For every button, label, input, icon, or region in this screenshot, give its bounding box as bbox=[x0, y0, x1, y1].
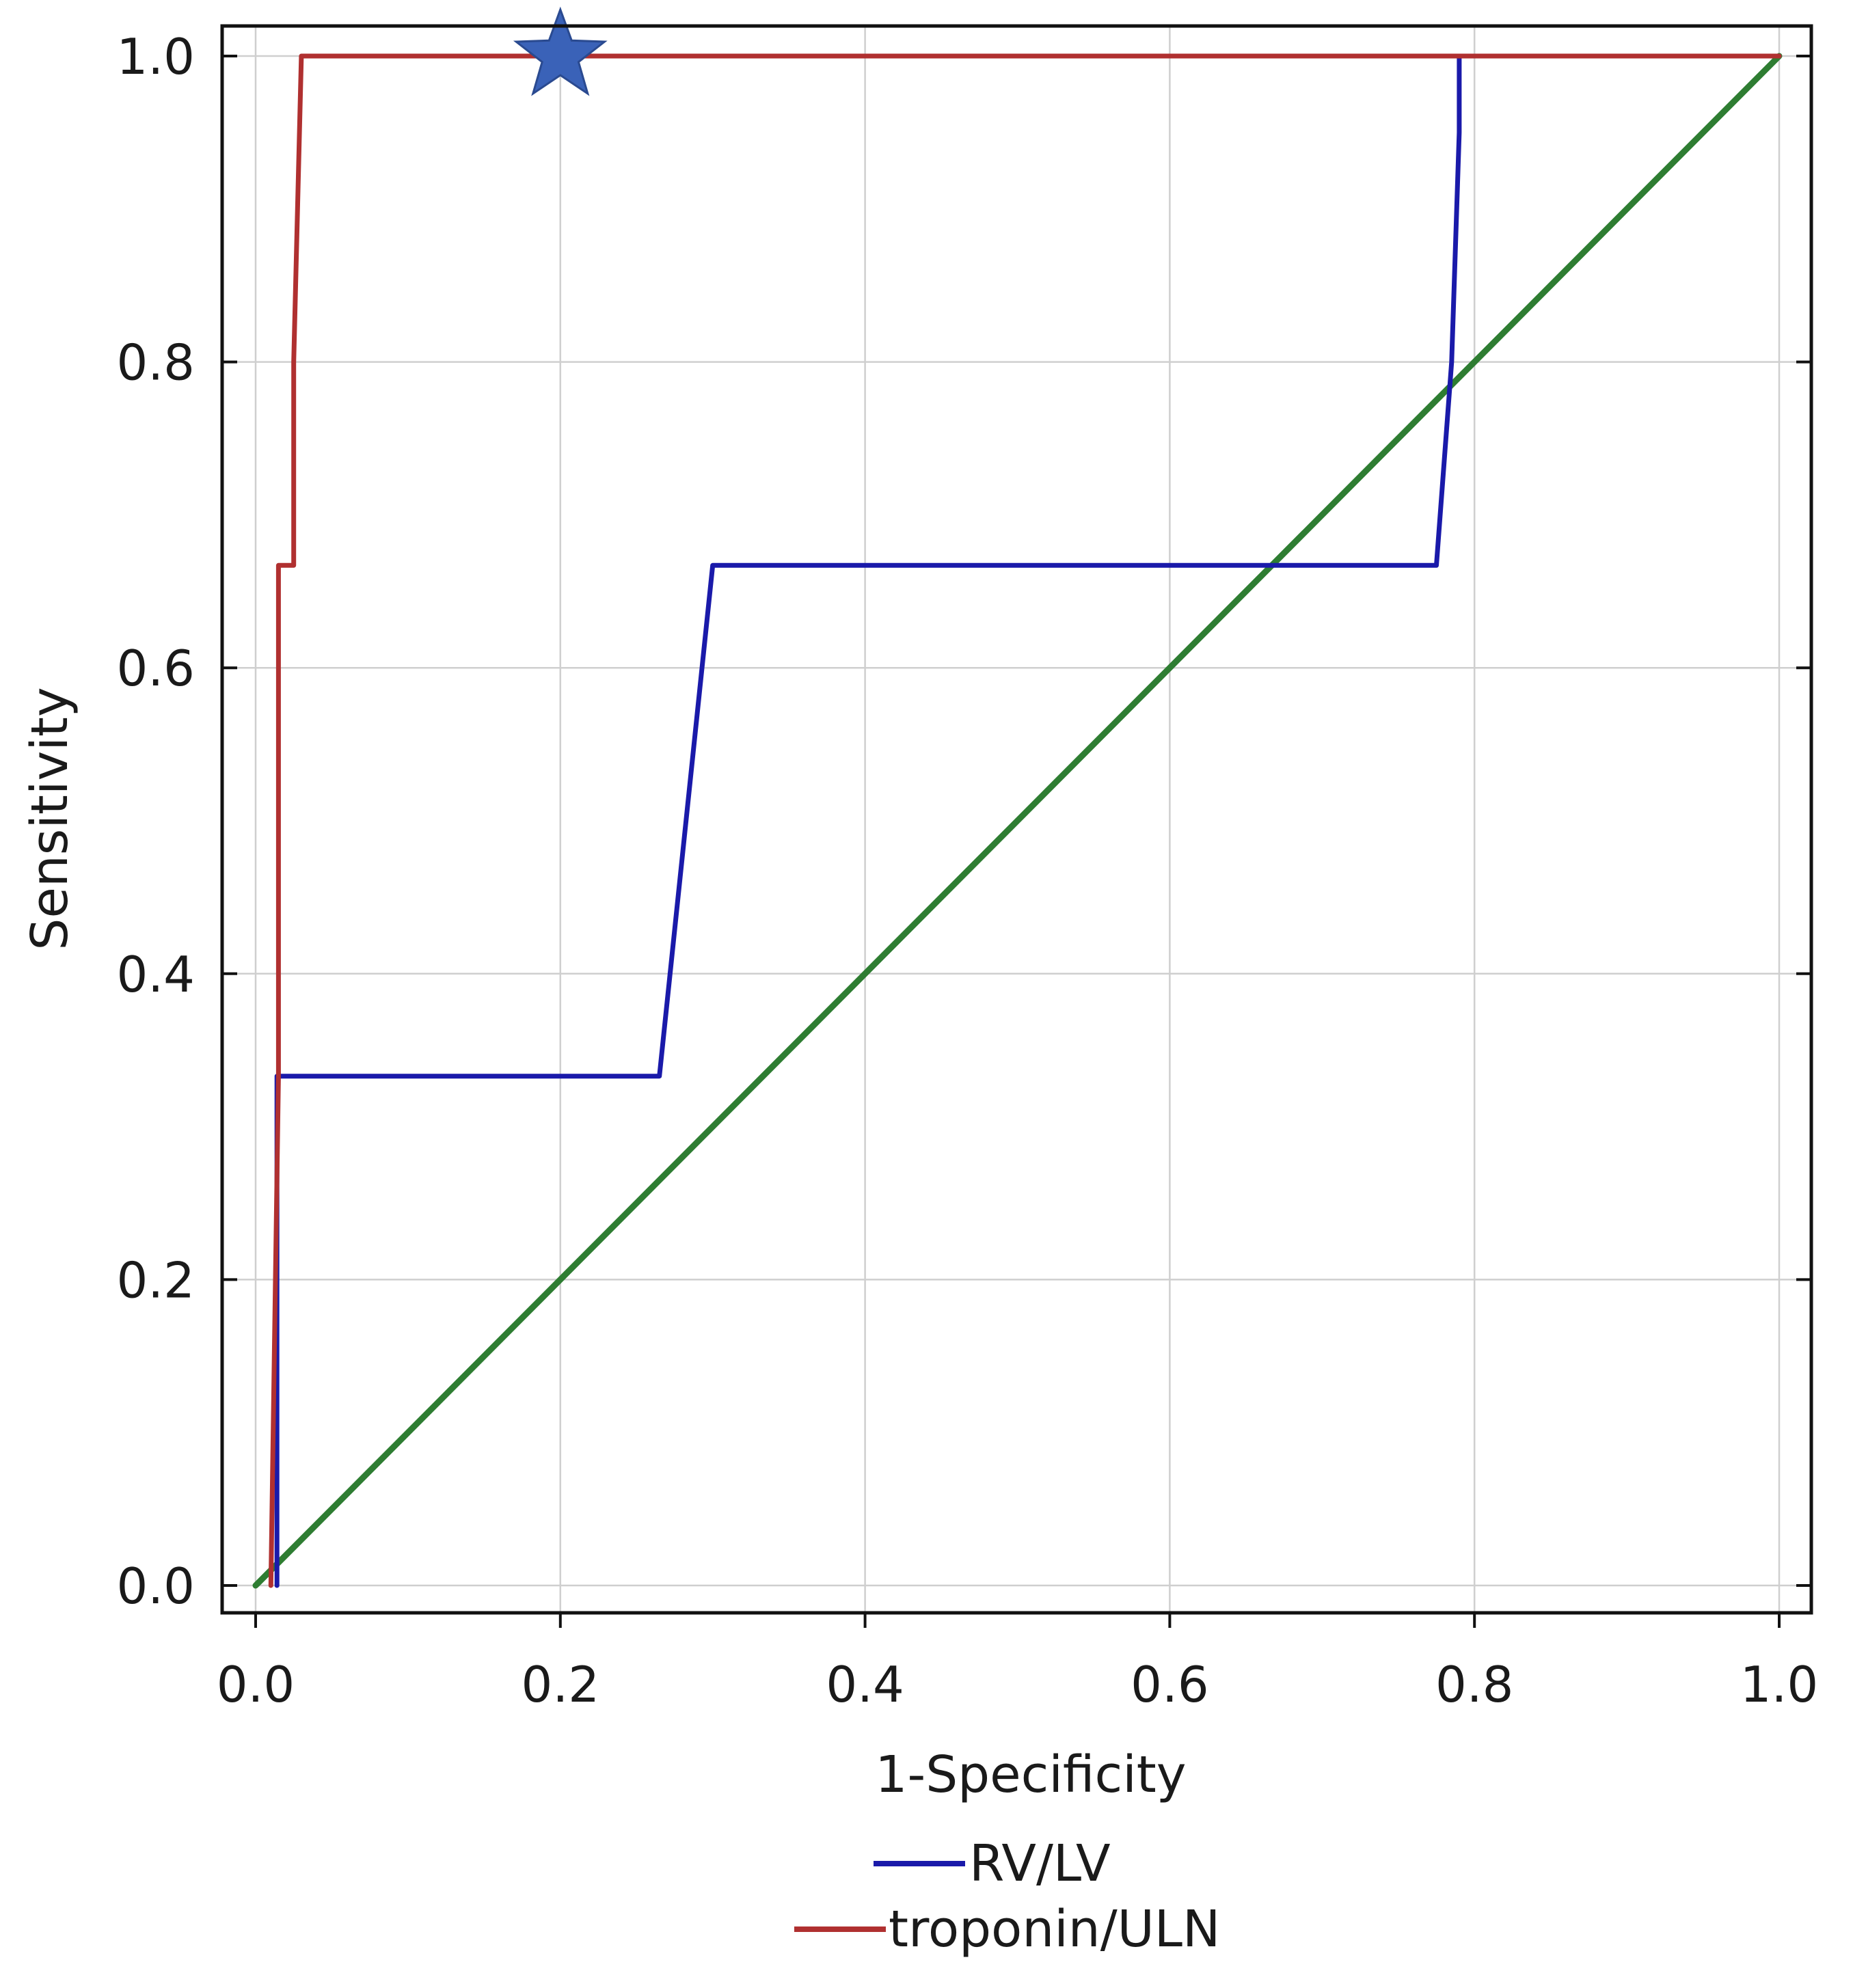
y-tick-label: 0.0 bbox=[116, 1557, 195, 1615]
y-tick-label: 0.6 bbox=[116, 640, 195, 697]
series-line-rv-lv bbox=[274, 53, 1462, 1588]
plot-frame bbox=[220, 24, 1813, 1615]
y-tick-labels: 0.0 0.2 0.4 0.6 0.8 1.0 bbox=[116, 28, 195, 1615]
x-tick-label: 0.8 bbox=[1435, 1656, 1514, 1713]
y-tick-label: 0.2 bbox=[116, 1251, 195, 1309]
legend-label-troponin-uln: troponin/ULN bbox=[889, 1900, 1220, 1959]
series-line-troponin-uln bbox=[268, 53, 1782, 1588]
x-tick-label: 0.0 bbox=[217, 1656, 295, 1713]
x-tick-labels: 0.0 0.2 0.4 0.6 0.8 1.0 bbox=[217, 1656, 1819, 1713]
x-tick-label: 0.4 bbox=[826, 1656, 904, 1713]
x-axis-title: 1-Specificity bbox=[875, 1745, 1186, 1804]
y-tick-label: 0.4 bbox=[116, 946, 195, 1003]
y-tick-label: 1.0 bbox=[116, 28, 195, 85]
legend: RV/LV troponin/ULN bbox=[794, 1834, 1220, 1959]
series-line-reference bbox=[252, 53, 1783, 1589]
axis-ticks bbox=[222, 55, 1811, 1628]
series-lines bbox=[252, 53, 1783, 1589]
x-tick-label: 0.2 bbox=[522, 1656, 600, 1713]
x-tick-label: 0.6 bbox=[1131, 1656, 1209, 1713]
y-axis-title: Sensitivity bbox=[21, 687, 79, 950]
legend-label-rv-lv: RV/LV bbox=[969, 1834, 1111, 1893]
annotation-markers bbox=[513, 6, 608, 96]
y-tick-label: 0.8 bbox=[116, 334, 195, 392]
x-tick-label: 1.0 bbox=[1740, 1656, 1819, 1713]
star-icon bbox=[513, 6, 608, 96]
